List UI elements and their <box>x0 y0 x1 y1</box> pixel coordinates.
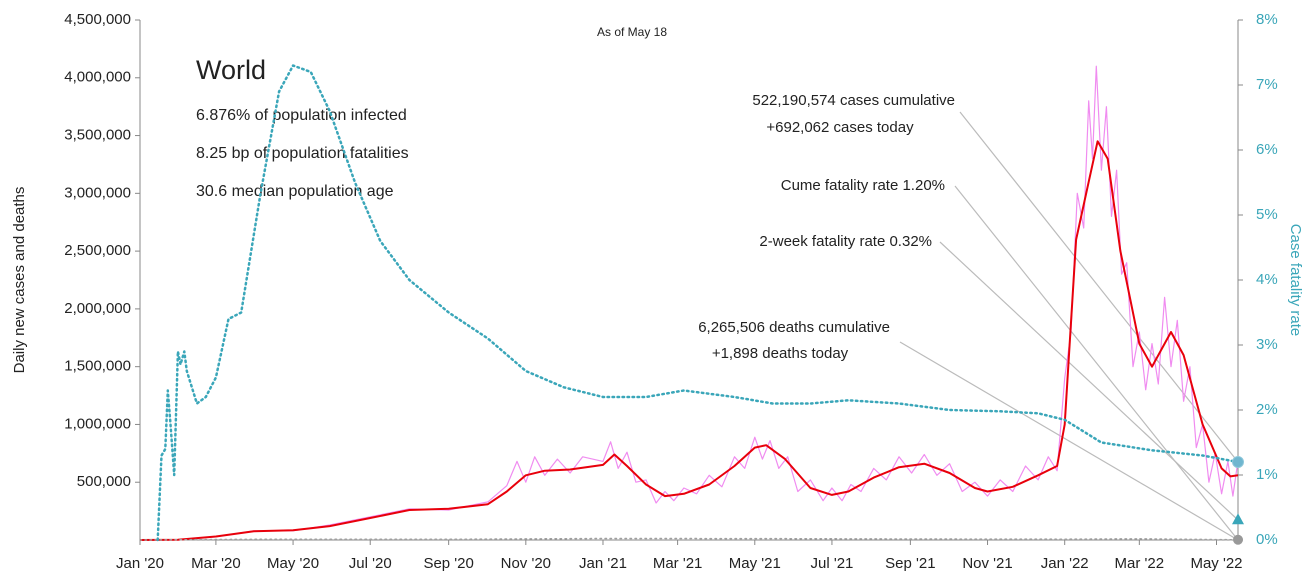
y-tick-label: 1,500,000 <box>64 358 131 375</box>
x-tick-label: Sep '21 <box>885 555 935 572</box>
series-line <box>139 140 1239 541</box>
two-week-fatality-marker <box>1232 513 1244 525</box>
y-tick-label: 4,000,000 <box>64 69 131 86</box>
panel-line: 30.6 median population age <box>196 183 394 200</box>
y2-tick-label: 4% <box>1256 271 1278 288</box>
leader-line <box>959 111 1239 463</box>
panel-line: 6.876% of population infected <box>196 107 407 124</box>
y2-tick-label: 7% <box>1256 76 1278 93</box>
subtitle: As of May 18 <box>597 25 667 39</box>
annotation: +692,062 cases today <box>766 119 914 136</box>
x-tick-label: Jan '20 <box>116 555 164 572</box>
annotation: +1,898 deaths today <box>712 345 849 362</box>
series-line <box>156 64 1240 542</box>
x-tick-label: May '21 <box>729 555 781 572</box>
y-tick-label: 3,500,000 <box>64 127 131 144</box>
x-tick-label: May '22 <box>1190 555 1242 572</box>
x-tick-label: Sep '20 <box>423 555 473 572</box>
y2-tick-label: 8% <box>1256 11 1278 28</box>
y-tick-label: 500,000 <box>77 473 131 490</box>
annotation: 2-week fatality rate 0.32% <box>759 233 932 250</box>
y2-tick-label: 0% <box>1256 531 1278 548</box>
y2-tick-label: 6% <box>1256 141 1278 158</box>
y2-tick-label: 1% <box>1256 466 1278 483</box>
leader-line <box>899 341 1239 541</box>
x-tick-label: Nov '20 <box>501 555 551 572</box>
x-tick-label: Mar '22 <box>1115 555 1165 572</box>
x-tick-label: Jul '20 <box>349 555 392 572</box>
annotation: Cume fatality rate 1.20% <box>781 177 945 194</box>
y-tick-label: 4,500,000 <box>64 11 131 28</box>
panel-title: World <box>196 55 266 85</box>
deaths-end-marker <box>1233 534 1243 545</box>
y2-tick-label: 3% <box>1256 336 1278 353</box>
x-tick-label: Nov '21 <box>962 555 1012 572</box>
y-tick-label: 2,000,000 <box>64 300 131 317</box>
y2-tick-label: 2% <box>1256 401 1278 418</box>
panel-line: 8.25 bp of population fatalities <box>196 145 409 162</box>
x-tick-label: May '20 <box>267 555 319 572</box>
leader-line <box>954 185 1239 541</box>
x-tick-label: Jan '21 <box>579 555 627 572</box>
x-tick-label: Mar '20 <box>191 555 241 572</box>
leader-line <box>939 241 1239 521</box>
y2-axis-label: Case fatality rate <box>1287 224 1304 337</box>
annotation: 522,190,574 cases cumulative <box>752 92 955 109</box>
y-tick-label: 3,000,000 <box>64 184 131 201</box>
y2-tick-label: 5% <box>1256 206 1278 223</box>
cume-fatality-marker <box>1232 456 1244 468</box>
series-line <box>139 537 1239 541</box>
series-line <box>139 65 1239 541</box>
y-tick-label: 2,500,000 <box>64 242 131 259</box>
x-tick-label: Mar '21 <box>653 555 703 572</box>
x-tick-label: Jul '21 <box>810 555 853 572</box>
y-axis-label: Daily new cases and deaths <box>11 187 28 374</box>
y-tick-label: 1,000,000 <box>64 415 131 432</box>
annotation: 6,265,506 deaths cumulative <box>698 319 890 336</box>
x-tick-label: Jan '22 <box>1041 555 1089 572</box>
